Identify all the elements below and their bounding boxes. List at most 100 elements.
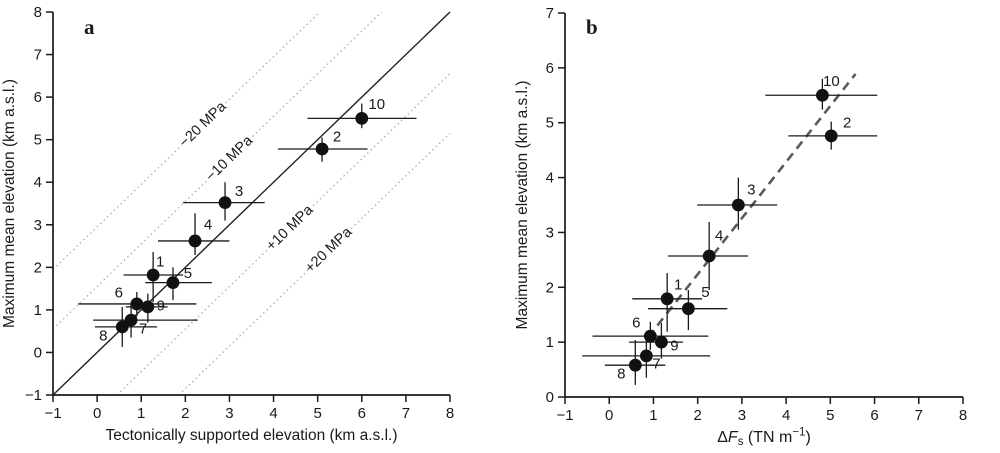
y-tick-label: 4 <box>546 170 554 187</box>
y-tick-label: 1 <box>34 302 42 319</box>
x-tick-label: 1 <box>137 405 145 422</box>
data-point <box>731 198 745 212</box>
point-label: 5 <box>701 284 709 301</box>
data-point <box>115 320 129 334</box>
data-point <box>218 196 232 210</box>
one-to-one-line <box>52 11 451 396</box>
y-tick-label: 3 <box>34 217 42 234</box>
isobar-label-text: +10 MPa <box>263 201 317 254</box>
x-tick-label: 0 <box>93 405 101 422</box>
point-label: 7 <box>652 355 660 372</box>
y-tick-label: 6 <box>34 89 42 106</box>
x-tick-label: 3 <box>225 405 233 422</box>
isobar-label-gap <box>202 132 256 185</box>
data-point <box>655 335 668 349</box>
data-point <box>681 302 695 316</box>
x-tick-label: 4 <box>269 405 277 422</box>
panel-a: −20 MPa −10 MPa +10 MPa +20 MPa −1 0 1 2 3 4 5 6 7 8 −… <box>1 4 454 444</box>
panel-letter: b <box>586 15 598 39</box>
x-tick-label: 8 <box>446 405 454 422</box>
point-label: 4 <box>204 216 212 233</box>
point-label: 2 <box>333 129 341 146</box>
isobar-label: −20 MPa <box>176 98 230 151</box>
isobar-line <box>52 11 383 330</box>
x-tick-label: 1 <box>649 407 657 424</box>
data-point <box>815 88 829 102</box>
isobar-label-gap <box>176 98 229 151</box>
point-label: 4 <box>715 228 723 245</box>
data-point <box>639 349 653 363</box>
x-tick-label: −1 <box>44 405 61 422</box>
isobar-label-text: −10 MPa <box>203 132 257 185</box>
y-tick-label: 0 <box>546 389 554 406</box>
x-tick-label: 6 <box>358 405 366 422</box>
isobar-label: +20 MPa <box>302 224 356 277</box>
y-tick-label: 2 <box>34 259 42 276</box>
data-point <box>166 276 180 290</box>
x-tick-label: 7 <box>402 405 410 422</box>
x-tick-label: 3 <box>738 407 746 424</box>
x-tick-label: 0 <box>605 407 613 424</box>
point-label: 2 <box>843 114 851 131</box>
point-label: 6 <box>115 284 123 301</box>
point-label: 1 <box>156 253 164 270</box>
x-tick-label: −1 <box>556 407 573 424</box>
y-tick-label: 7 <box>546 5 554 22</box>
data-point <box>124 313 138 327</box>
x-tick-label: 8 <box>959 407 967 424</box>
isobar-line <box>52 11 321 270</box>
point-label: 9 <box>670 338 678 355</box>
y-tick-label: 6 <box>546 60 554 77</box>
panel-a-chart: −20 MPa−10 MPa+10 MPa+20 MPa −1 0 1 2 3 4 5 6 7 8 −… <box>1 4 454 444</box>
y-tick-label: 0 <box>34 344 42 361</box>
y-axis-label: Maximum mean elevation (km a.s.l.) <box>1 79 18 328</box>
data-point <box>141 300 155 314</box>
point-label: 1 <box>674 276 682 293</box>
x-tick-label: 4 <box>782 407 790 424</box>
point-label: 10 <box>823 73 840 90</box>
point-label: 5 <box>184 265 192 282</box>
y-tick-label: 8 <box>34 4 42 21</box>
y-tick-label: 1 <box>546 334 554 351</box>
isobar-label-text: +20 MPa <box>302 224 356 277</box>
point-label: 9 <box>157 297 165 314</box>
isobar-label-gap <box>302 224 355 276</box>
y-tick-label: 5 <box>34 132 42 149</box>
data-point <box>315 142 329 156</box>
data-point <box>146 268 160 282</box>
panel-b: −1 0 1 2 3 4 5 6 7 8 0 1 2 3 4 5 6 7 ΔFs (TN m−1) Maximum m… <box>500 0 1000 453</box>
isobar-label: +10 MPa <box>263 201 317 254</box>
y-tick-label: 2 <box>546 279 554 296</box>
data-point <box>660 292 674 306</box>
x-tick-label: 2 <box>693 407 701 424</box>
data-point <box>130 297 144 311</box>
point-label: 10 <box>368 96 385 113</box>
point-label: 7 <box>139 321 147 338</box>
point-label: 3 <box>235 183 243 200</box>
y-tick-label: 7 <box>34 47 42 64</box>
point-label: 8 <box>99 327 107 344</box>
data-point <box>628 358 642 372</box>
x-tick-label: 2 <box>181 405 189 422</box>
data-point <box>702 249 716 263</box>
point-label: 8 <box>617 366 625 383</box>
x-axis-label: ΔFs (TN m−1) <box>717 427 811 449</box>
point-label: 3 <box>747 182 755 199</box>
x-tick-label: 6 <box>870 407 878 424</box>
point-label: 6 <box>632 315 640 332</box>
isobar-label: −10 MPa <box>202 132 257 185</box>
data-point <box>643 329 657 343</box>
data-point <box>824 129 838 143</box>
x-tick-label: 5 <box>313 405 321 422</box>
data-point <box>355 111 369 125</box>
y-tick-label: 4 <box>34 174 42 191</box>
isobar-label-text: −20 MPa <box>176 98 230 151</box>
y-tick-label: 5 <box>546 115 554 132</box>
data-point <box>188 234 202 248</box>
x-tick-label: 5 <box>826 407 834 424</box>
panel-letter: a <box>84 15 95 39</box>
isobar-label-gap <box>263 201 316 254</box>
y-axis-label: Maximum mean elevation (km a.s.l.) <box>514 81 531 330</box>
